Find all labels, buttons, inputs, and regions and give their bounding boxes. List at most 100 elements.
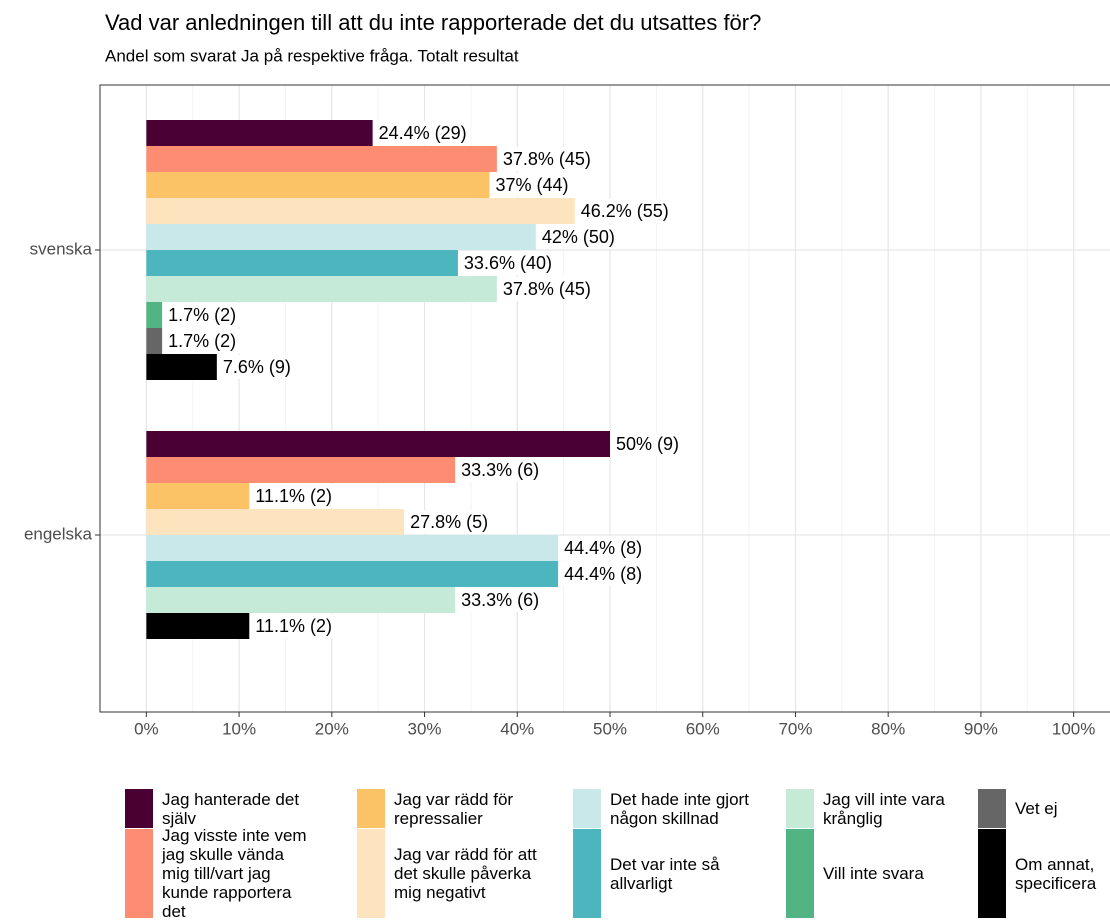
bar bbox=[146, 250, 458, 276]
x-tick-label: 0% bbox=[134, 719, 159, 738]
legend-item: Jag vill inte vara krånglig bbox=[786, 789, 978, 829]
bar bbox=[146, 483, 250, 509]
legend-item: Jag var rädd för att det skulle påverka … bbox=[357, 829, 573, 919]
value-label-bg bbox=[406, 510, 493, 534]
value-label-bg bbox=[457, 588, 544, 612]
legend-item: Jag hanterade det själv bbox=[125, 789, 357, 829]
legend-item: Om annat, specificera bbox=[978, 829, 1110, 919]
value-label-bg bbox=[164, 329, 241, 353]
x-tick-label: 50% bbox=[593, 719, 627, 738]
legend-label: Jag hanterade det själv bbox=[162, 789, 300, 828]
x-tick-label: 20% bbox=[315, 719, 349, 738]
legend-label: Jag var rädd för repressalier bbox=[394, 789, 514, 828]
value-label: 50% (9) bbox=[616, 434, 679, 454]
bar bbox=[146, 535, 559, 561]
legend-key bbox=[786, 829, 814, 918]
bar bbox=[146, 431, 610, 457]
value-label-bg bbox=[612, 432, 684, 456]
x-tick-label: 30% bbox=[408, 719, 442, 738]
bar bbox=[146, 302, 163, 328]
value-label-bg bbox=[374, 121, 471, 145]
value-label: 37% (44) bbox=[495, 175, 568, 195]
legend-label: Vill inte svara bbox=[823, 864, 924, 883]
legend: Jag hanterade det själv Jag visste inte v… bbox=[125, 789, 1110, 921]
legend-label: Om annat, specificera bbox=[1015, 854, 1097, 893]
value-label: 37.8% (45) bbox=[503, 149, 591, 169]
legend-label: Jag visste inte vem jag skulle vända mig… bbox=[162, 826, 307, 921]
legend-key bbox=[978, 829, 1006, 918]
value-label-bg bbox=[251, 484, 336, 508]
bar bbox=[146, 354, 217, 380]
x-tick-label: 60% bbox=[686, 719, 720, 738]
value-label: 33.6% (40) bbox=[464, 253, 552, 273]
value-label: 7.6% (9) bbox=[223, 357, 291, 377]
value-label-bg bbox=[218, 355, 295, 379]
x-tick-label: 10% bbox=[222, 719, 256, 738]
legend-key bbox=[357, 829, 385, 918]
y-tick-label: svenska bbox=[30, 239, 93, 258]
value-label: 1.7% (2) bbox=[168, 305, 236, 325]
legend-label: Vet ej bbox=[1015, 799, 1058, 818]
legend-item: Jag var rädd för repressalier bbox=[357, 789, 573, 829]
value-label-bg bbox=[457, 458, 544, 482]
value-label-bg bbox=[164, 303, 241, 327]
value-label: 44.4% (8) bbox=[564, 564, 642, 584]
x-tick-label: 90% bbox=[964, 719, 998, 738]
bar bbox=[146, 587, 456, 613]
legend-key bbox=[573, 829, 601, 918]
chart-subtitle: Andel som svarat Ja på respektive fråga.… bbox=[105, 46, 519, 65]
legend-item: Jag visste inte vem jag skulle vända mig… bbox=[125, 826, 357, 921]
value-label-bg bbox=[491, 173, 573, 197]
value-label-bg bbox=[537, 225, 619, 249]
legend-item: Vill inte svara bbox=[786, 829, 978, 919]
bar bbox=[146, 172, 490, 198]
legend-label: Jag vill inte vara krånglig bbox=[823, 789, 945, 828]
legend-label: Det hade inte gjort någon skillnad bbox=[610, 789, 749, 828]
x-tick-label: 70% bbox=[778, 719, 812, 738]
bar bbox=[146, 613, 250, 639]
bar bbox=[146, 328, 163, 354]
legend-key bbox=[125, 789, 153, 828]
legend-label: Jag var rädd för att det skulle påverka … bbox=[394, 845, 537, 902]
bar bbox=[146, 198, 575, 224]
chart-title: Vad var anledningen till att du inte rap… bbox=[105, 10, 761, 35]
bar bbox=[146, 276, 497, 302]
legend-key bbox=[786, 789, 814, 828]
value-label: 27.8% (5) bbox=[410, 512, 488, 532]
bar bbox=[146, 120, 373, 146]
x-tick-label: 80% bbox=[871, 719, 905, 738]
value-label: 46.2% (55) bbox=[581, 201, 669, 221]
value-label-bg bbox=[251, 614, 336, 638]
value-label: 1.7% (2) bbox=[168, 331, 236, 351]
bar bbox=[146, 224, 536, 250]
value-label: 44.4% (8) bbox=[564, 538, 642, 558]
legend-item: Det var inte så allvarligt bbox=[573, 829, 786, 919]
bar bbox=[146, 146, 497, 172]
bar bbox=[146, 561, 559, 587]
value-label: 11.1% (2) bbox=[255, 486, 332, 506]
value-label-bg bbox=[560, 562, 647, 586]
legend-item: Vet ej bbox=[978, 789, 1110, 829]
legend-key bbox=[357, 789, 385, 828]
legend-key bbox=[573, 789, 601, 828]
legend-label: Det var inte så allvarligt bbox=[610, 854, 720, 893]
chart: Vad var anledningen till att du inte rap… bbox=[24, 10, 1110, 738]
x-tick-label: 100% bbox=[1052, 719, 1095, 738]
value-label-bg bbox=[459, 251, 556, 275]
y-tick-label: engelska bbox=[24, 524, 93, 543]
panel-border bbox=[99, 84, 1110, 713]
value-label: 24.4% (29) bbox=[379, 123, 467, 143]
value-label: 11.1% (2) bbox=[255, 616, 332, 636]
bar bbox=[146, 509, 405, 535]
value-label: 33.3% (6) bbox=[461, 590, 539, 610]
x-tick-label: 40% bbox=[500, 719, 534, 738]
value-label-bg bbox=[498, 147, 595, 171]
value-label-bg bbox=[498, 277, 595, 301]
bar bbox=[146, 457, 456, 483]
value-label-bg bbox=[560, 536, 647, 560]
value-label: 37.8% (45) bbox=[503, 279, 591, 299]
value-label: 42% (50) bbox=[542, 227, 615, 247]
legend-key bbox=[125, 829, 153, 918]
value-label: 33.3% (6) bbox=[461, 460, 539, 480]
